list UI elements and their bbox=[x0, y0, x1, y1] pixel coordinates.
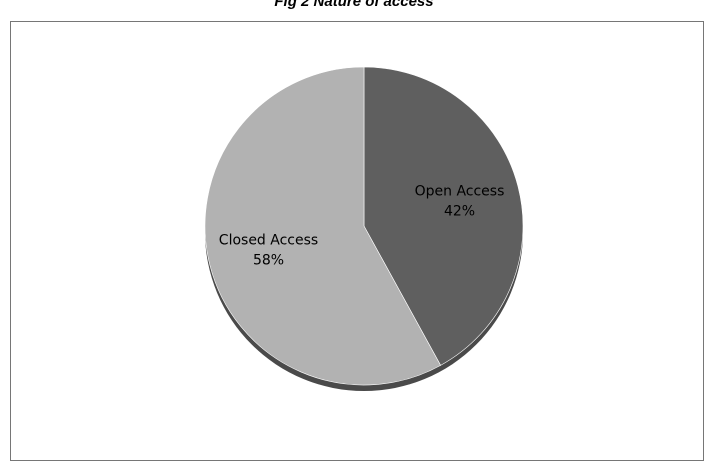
pie-slice-open-access bbox=[363, 66, 524, 366]
pie-labels: Open Access 42% Closed Access 58% bbox=[219, 184, 505, 269]
figure-title: Fig 2 Nature of access bbox=[274, 0, 434, 10]
pie-slice-closed-access-value: 58% bbox=[253, 253, 284, 269]
pie-chart: Open Access 42% Closed Access 58% bbox=[204, 66, 524, 391]
pie-slice-closed-access bbox=[204, 66, 442, 386]
pie-slice-open-access-value: 42% bbox=[444, 204, 475, 220]
pie-slice-closed-access-label: Closed Access bbox=[219, 233, 318, 249]
pie-slices bbox=[204, 66, 524, 386]
pie-slice-open-access-label: Open Access bbox=[415, 184, 505, 200]
